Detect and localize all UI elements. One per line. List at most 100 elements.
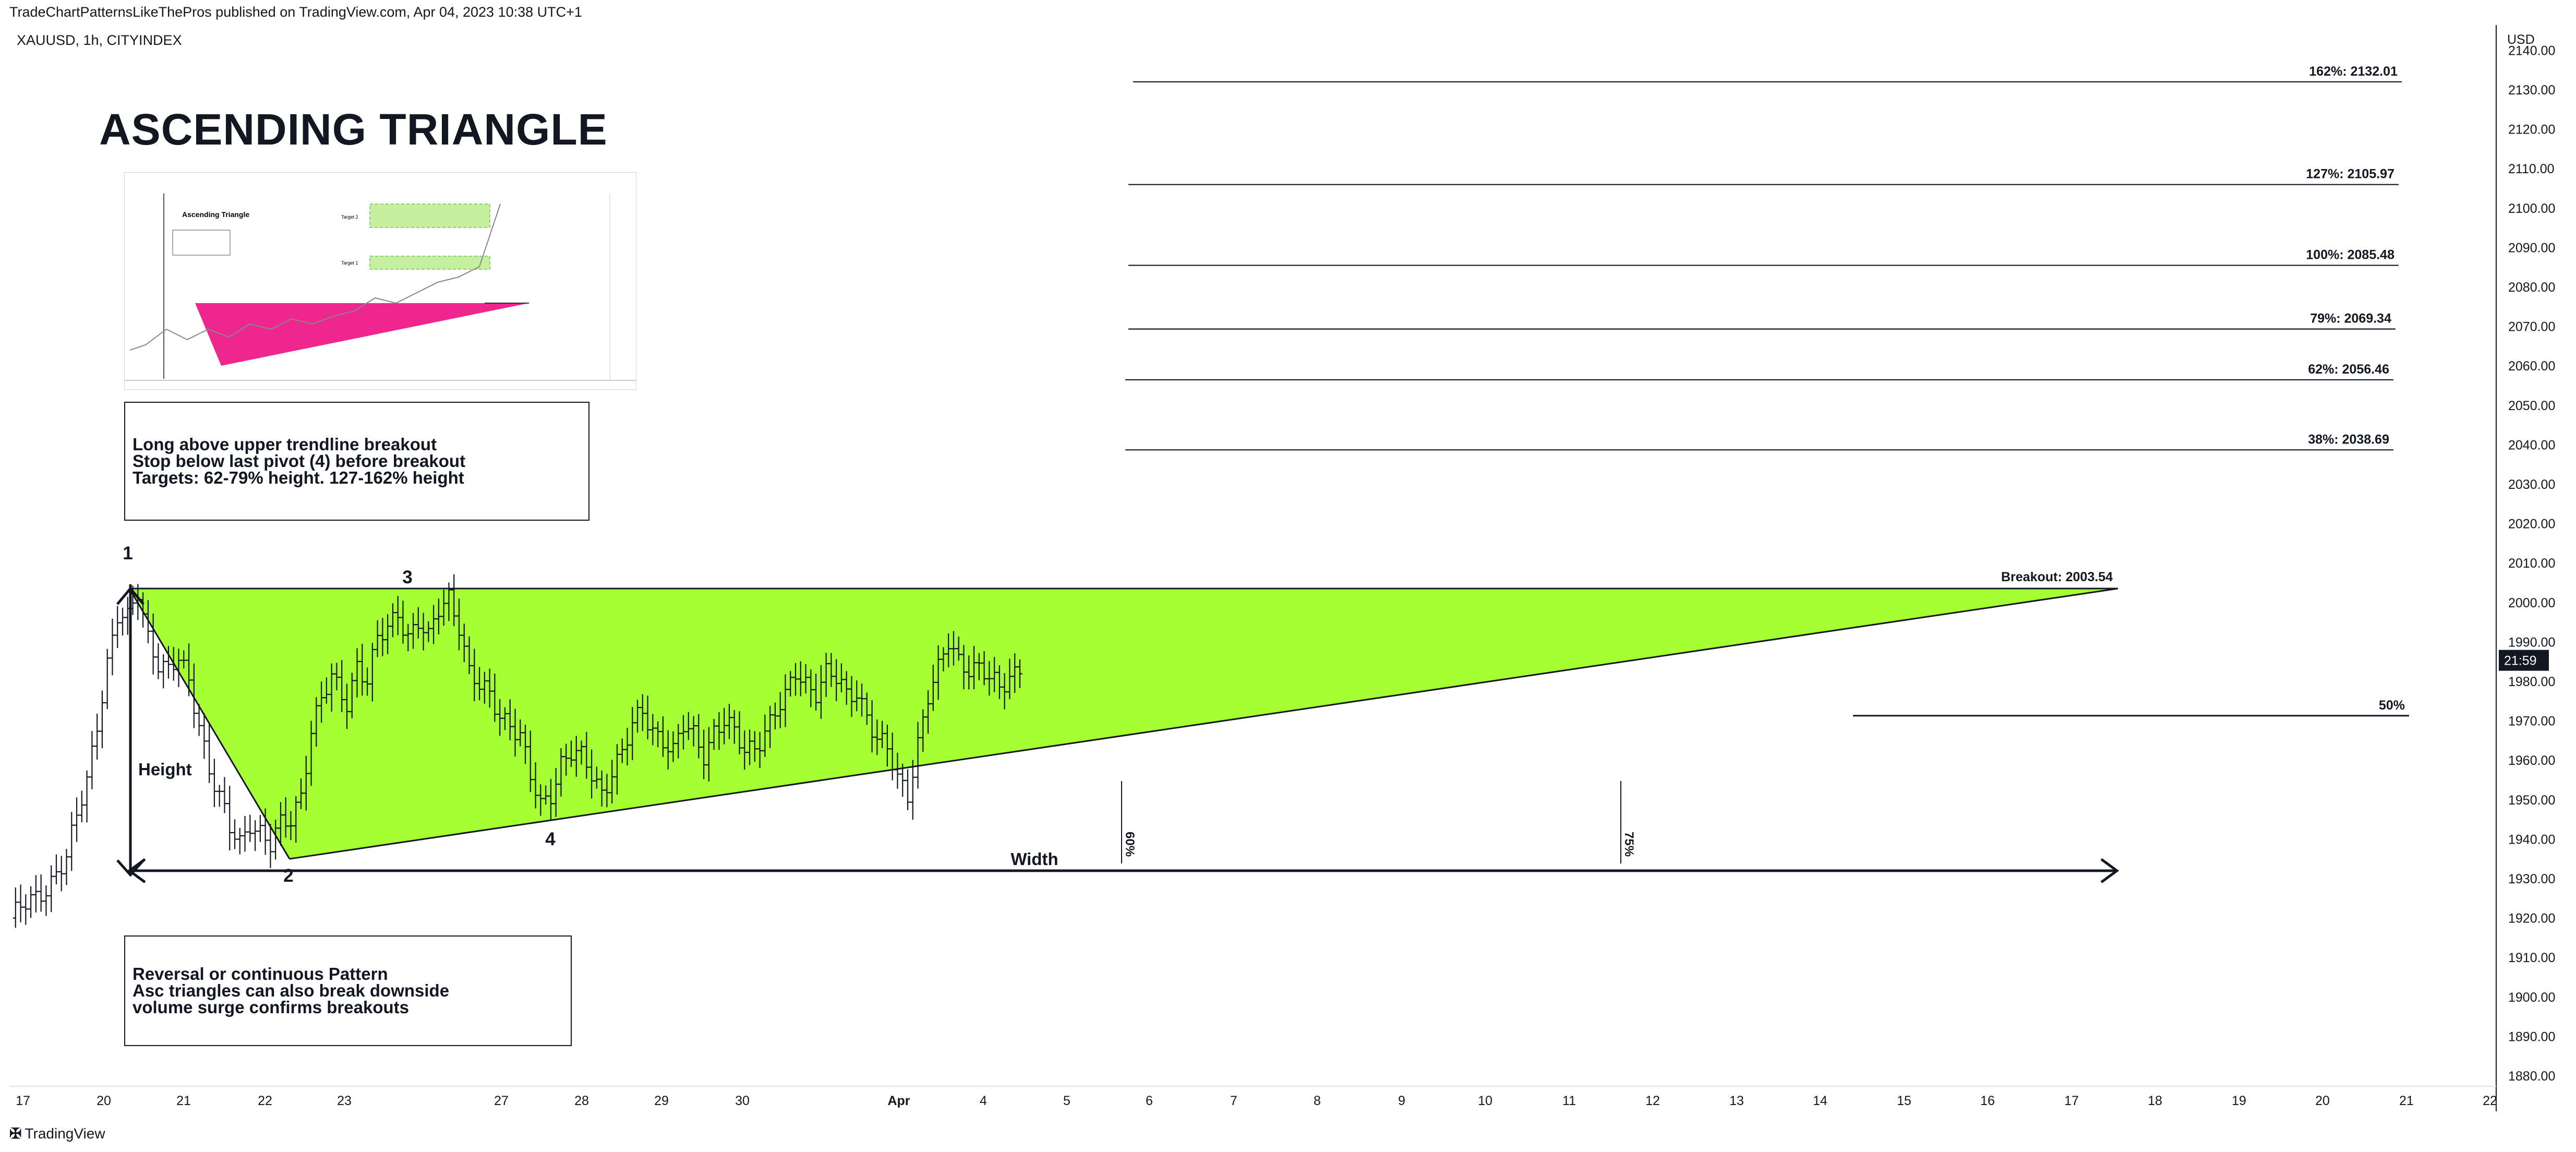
ohlc-bar <box>798 661 803 697</box>
ohlc-bar <box>589 749 595 799</box>
candlestick-series <box>13 574 1022 928</box>
pivot-label: 4 <box>545 829 556 849</box>
ohlc-bar <box>558 748 564 797</box>
ohlc-bar <box>788 671 793 697</box>
ohlc-bar <box>721 707 727 745</box>
midpoint-label: 50% <box>2379 698 2405 713</box>
brand-label: TradingView <box>25 1125 105 1142</box>
ohlc-bar <box>456 598 462 651</box>
y-tick-label: 2060.00 <box>2508 359 2555 374</box>
y-tick-label: 1980.00 <box>2508 675 2555 689</box>
height-label: Height <box>138 760 192 779</box>
arrow-head <box>116 586 145 605</box>
ohlc-bar <box>329 663 334 712</box>
ohlc-bar <box>441 590 447 626</box>
ohlc-bar <box>308 721 314 786</box>
x-tick-label: 4 <box>980 1094 987 1108</box>
x-tick-label: 5 <box>1063 1094 1070 1108</box>
ohlc-bar <box>268 824 273 868</box>
y-tick-label: 1950.00 <box>2508 793 2555 808</box>
x-tick-label: 30 <box>735 1094 750 1108</box>
ohlc-bar <box>859 683 865 717</box>
ohlc-bar <box>548 778 553 821</box>
ohlc-bar <box>375 620 380 657</box>
ohlc-bar <box>599 770 605 807</box>
ohlc-bar <box>783 674 788 727</box>
ohlc-bar <box>186 643 192 697</box>
ohlc-bar <box>319 681 324 723</box>
ohlc-bar <box>880 721 885 748</box>
ohlc-bar <box>941 647 946 671</box>
x-tick-label: 13 <box>1729 1094 1744 1108</box>
ohlc-bar <box>482 671 487 704</box>
ohlc-bar <box>323 677 329 704</box>
y-tick-label: 1880.00 <box>2508 1069 2555 1084</box>
x-tick-label: 21 <box>176 1094 191 1108</box>
ohlc-bar <box>772 702 778 729</box>
ohlc-bar <box>216 785 222 807</box>
ohlc-bar <box>415 607 421 639</box>
ohlc-bar <box>793 663 798 696</box>
ohlc-bar <box>79 790 85 823</box>
pivot-label: 1 <box>123 543 133 563</box>
x-tick-label: 16 <box>1980 1094 1995 1108</box>
ohlc-bar <box>293 796 299 843</box>
tradingview-logo[interactable]: ✠ TradingView <box>9 1125 105 1142</box>
page-title: ASCENDING TRIANGLE <box>99 105 608 154</box>
breakout-label: Breakout: 2003.54 <box>2001 570 2113 584</box>
ohlc-bar <box>28 886 34 918</box>
ohlc-bar <box>925 690 931 734</box>
ohlc-bar <box>405 624 411 652</box>
x-tick-label: Apr <box>887 1094 910 1108</box>
ohlc-bar <box>298 778 304 809</box>
ohlc-bar <box>956 637 961 661</box>
x-tick-label: 29 <box>654 1094 669 1108</box>
ohlc-bar <box>451 574 457 627</box>
ohlc-bar <box>390 603 395 638</box>
currency-label: USD <box>2507 32 2535 47</box>
ohlc-bar <box>573 736 579 777</box>
y-tick-label: 2080.00 <box>2508 280 2555 295</box>
x-tick-label: 22 <box>2483 1094 2497 1108</box>
ohlc-bar <box>569 740 574 767</box>
x-tick-label: 17 <box>2064 1094 2079 1108</box>
ohlc-bar <box>1012 653 1018 693</box>
y-tick-label: 2090.00 <box>2508 241 2555 255</box>
ohlc-bar <box>23 894 29 925</box>
ohlc-bar <box>201 713 207 759</box>
ohlc-bar <box>181 650 187 669</box>
ohlc-bar <box>349 673 355 718</box>
ohlc-bar <box>242 816 248 852</box>
ohlc-bar <box>523 724 528 764</box>
y-tick-label: 2110.00 <box>2508 162 2555 176</box>
ohlc-bar <box>701 729 707 779</box>
ohlc-bar <box>828 653 834 687</box>
note-line: volume surge confirms breakouts <box>133 998 409 1017</box>
ohlc-bar <box>986 661 992 696</box>
ohlc-bar <box>803 664 809 694</box>
ohlc-bar <box>849 676 854 717</box>
ohlc-bar <box>385 614 391 654</box>
ohlc-bar <box>334 663 340 691</box>
symbol-label[interactable]: XAUUSD, 1h, CITYINDEX <box>17 32 182 48</box>
ohlc-bar <box>915 722 921 789</box>
ohlc-bar <box>920 709 926 752</box>
x-tick-label: 12 <box>1645 1094 1660 1108</box>
time-axis[interactable]: 17 20 21 22 23 27 28 29 30 Apr 4 5 6 7 8 9 10 11 12 13 14 15 1… <box>9 1086 2497 1108</box>
ohlc-bar <box>971 646 977 690</box>
ohlc-bar <box>58 856 64 892</box>
ohlc-bar <box>884 725 890 767</box>
ohlc-bar <box>314 697 319 747</box>
ohlc-bar <box>538 784 544 816</box>
price-axis[interactable]: USD 1880.00 1890.00 1900.00 1910.00 1920.00 19… <box>2496 25 2555 1111</box>
target-label: 62%: 2056.46 <box>2308 362 2389 377</box>
ohlc-bar <box>930 664 936 711</box>
ohlc-bar <box>905 769 910 810</box>
ohlc-bar <box>614 744 620 795</box>
ohlc-bar <box>609 760 615 803</box>
x-tick-label: 18 <box>2148 1094 2162 1108</box>
ohlc-bar <box>747 729 753 765</box>
x-tick-label: 28 <box>574 1094 589 1108</box>
ohlc-bar <box>762 714 768 757</box>
